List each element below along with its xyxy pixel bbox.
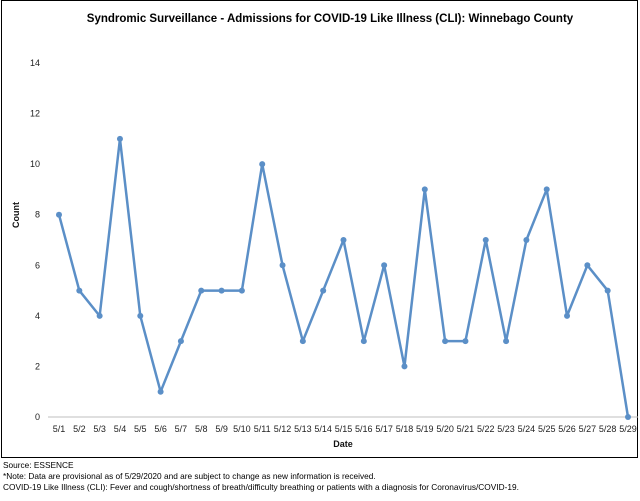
x-tick-label: 5/26 <box>558 424 576 434</box>
data-point <box>442 338 449 345</box>
cli-definition-note: COVID-19 Like Illness (CLI): Fever and c… <box>3 482 519 492</box>
data-point <box>76 287 83 294</box>
x-tick-label: 5/28 <box>599 424 617 434</box>
x-tick-label: 5/24 <box>518 424 536 434</box>
data-point <box>320 287 327 294</box>
x-tick-label: 5/15 <box>335 424 353 434</box>
data-point <box>299 338 306 345</box>
data-point <box>523 237 530 243</box>
x-tick-label: 5/22 <box>477 424 495 434</box>
chart-title: Syndromic Surveillance - Admissions for … <box>87 13 574 25</box>
x-tick-label: 5/4 <box>114 424 127 434</box>
data-point <box>543 186 550 193</box>
x-tick-label: 5/13 <box>294 424 312 434</box>
data-point <box>137 312 144 319</box>
data-point <box>462 338 469 345</box>
x-tick-label: 5/5 <box>134 424 147 434</box>
data-point <box>56 211 62 218</box>
x-tick-label: 5/10 <box>233 424 251 434</box>
y-axis-label: Count <box>11 202 21 228</box>
data-point <box>198 287 205 294</box>
data-point <box>96 312 103 319</box>
data-point <box>340 237 347 243</box>
x-tick-label: 5/23 <box>497 424 515 434</box>
x-tick-label: 5/12 <box>274 424 292 434</box>
data-point <box>218 287 225 294</box>
data-point <box>259 161 266 168</box>
x-tick-label: 5/3 <box>93 424 106 434</box>
x-tick-label: 5/25 <box>538 424 556 434</box>
x-tick-label: 5/16 <box>355 424 373 434</box>
series-cli-admissions <box>56 135 631 420</box>
x-tick-label: 5/2 <box>73 424 86 434</box>
y-tick-label: 12 <box>30 109 40 119</box>
x-tick-label: 5/21 <box>457 424 475 434</box>
chart-notes: Source: ESSENCE *Note: Data are provisio… <box>3 460 639 493</box>
data-point <box>482 237 489 243</box>
provisional-note: *Note: Data are provisional as of 5/29/2… <box>3 471 376 481</box>
x-tick-label: 5/1 <box>53 424 66 434</box>
data-point <box>381 262 388 269</box>
data-point <box>604 287 611 294</box>
x-tick-label: 5/20 <box>436 424 454 434</box>
x-tick-label: 5/18 <box>396 424 414 434</box>
y-tick-label: 4 <box>35 311 40 321</box>
x-tick-label: 5/7 <box>175 424 188 434</box>
data-point <box>421 186 428 193</box>
x-tick-label: 5/27 <box>579 424 597 434</box>
data-point <box>625 414 631 420</box>
series-line <box>57 137 630 418</box>
x-tick-label: 5/29 <box>619 424 637 434</box>
data-point <box>584 262 591 269</box>
x-tick-label: 5/11 <box>254 424 271 434</box>
x-tick-label: 5/8 <box>195 424 208 434</box>
y-tick-label: 8 <box>35 210 40 220</box>
data-point <box>238 287 245 294</box>
x-tick-label: 5/19 <box>416 424 434 434</box>
data-point <box>360 338 367 345</box>
data-point <box>279 262 286 269</box>
data-point <box>177 338 184 345</box>
x-tick-label: 5/17 <box>375 424 393 434</box>
x-tick-label: 5/14 <box>314 424 332 434</box>
x-axis-label: Date <box>333 439 353 449</box>
data-point <box>564 312 571 319</box>
x-tick-labels: 5/1 5/2 5/3 5/4 5/5 5/6 5/7 5/8 5/9 5/10 5/11 5/12 5… <box>53 424 637 434</box>
y-tick-labels: 0 2 4 6 8 10 12 14 <box>30 58 40 422</box>
line-chart: Syndromic Surveillance - Admissions for … <box>11 13 638 449</box>
source-note: Source: ESSENCE <box>3 460 74 470</box>
x-tick-label: 5/9 <box>215 424 228 434</box>
data-point <box>157 388 164 395</box>
y-tick-label: 0 <box>35 412 40 422</box>
data-point <box>401 363 408 370</box>
y-tick-label: 6 <box>35 260 40 270</box>
y-tick-label: 10 <box>30 159 40 169</box>
y-tick-label: 2 <box>35 361 40 371</box>
data-point <box>503 338 510 345</box>
y-tick-label: 14 <box>30 58 40 68</box>
data-point <box>116 135 123 142</box>
x-tick-label: 5/6 <box>154 424 167 434</box>
